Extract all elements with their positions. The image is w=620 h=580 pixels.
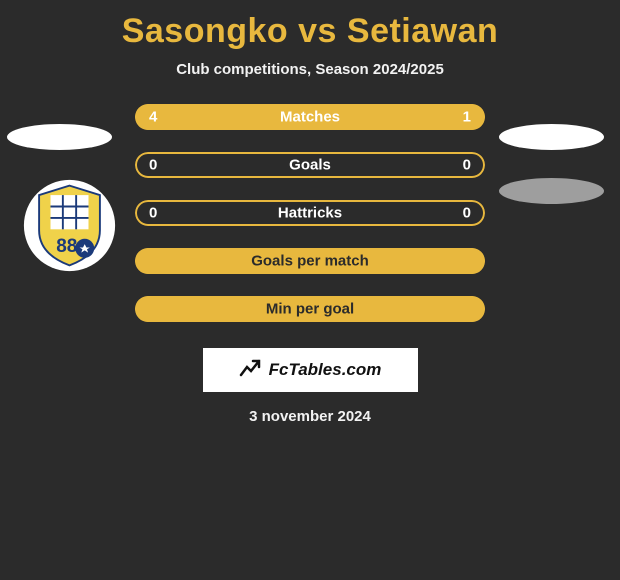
page-title: Sasongko vs Setiawan [0, 12, 620, 51]
stat-label: Min per goal [266, 301, 354, 318]
bars-area: 4 1 Matches 0 0 Goals 0 0 Hattricks Goals per mat… [135, 104, 485, 322]
stat-value-left: 0 [149, 205, 157, 222]
stat-label: Matches [280, 109, 340, 126]
date-text: 3 november 2024 [0, 408, 620, 425]
stat-label: Hattricks [278, 205, 342, 222]
arrow-icon [239, 359, 263, 382]
stat-row: 0 0 Goals [135, 152, 485, 178]
stat-value-right: 0 [463, 205, 471, 222]
stats-content: 4 1 Matches 0 0 Goals 0 0 Hattricks Goals per mat… [0, 82, 620, 425]
header: Sasongko vs Setiawan Club competitions, … [0, 0, 620, 82]
stat-row: Min per goal [135, 296, 485, 322]
stat-row: 0 0 Hattricks [135, 200, 485, 226]
logo-text: FcTables.com [269, 360, 382, 380]
stat-row: Goals per match [135, 248, 485, 274]
stat-value-right: 0 [463, 157, 471, 174]
subtitle: Club competitions, Season 2024/2025 [0, 61, 620, 78]
stat-row: 4 1 Matches [135, 104, 485, 130]
source-logo: FcTables.com [203, 348, 418, 392]
stat-value-left: 4 [149, 109, 157, 126]
stat-value-left: 0 [149, 157, 157, 174]
stat-label: Goals per match [251, 253, 369, 270]
stat-label: Goals [289, 157, 331, 174]
bar-left [135, 104, 415, 130]
bar-right [415, 104, 485, 130]
stat-value-right: 1 [463, 109, 471, 126]
